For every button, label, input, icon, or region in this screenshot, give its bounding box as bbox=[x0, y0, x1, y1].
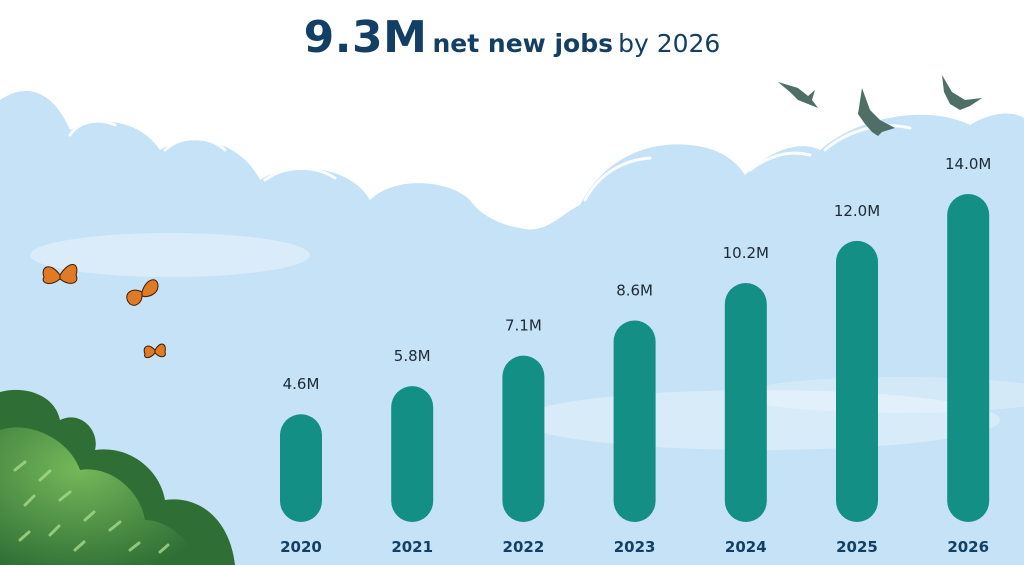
value-label-2025: 12.0M bbox=[834, 202, 880, 220]
category-label-2022: 2022 bbox=[503, 538, 545, 556]
value-label-2020: 4.6M bbox=[283, 375, 320, 393]
butterflies bbox=[42, 264, 166, 359]
chart-title: 9.3M net new jobs by 2026 bbox=[0, 12, 1024, 63]
value-label-2021: 5.8M bbox=[394, 347, 431, 365]
value-label-2024: 10.2M bbox=[723, 244, 769, 262]
value-label-2023: 8.6M bbox=[616, 282, 653, 300]
bird-icon bbox=[778, 82, 818, 108]
category-label-2021: 2021 bbox=[391, 538, 433, 556]
value-label-2022: 7.1M bbox=[505, 317, 542, 335]
category-label-2020: 2020 bbox=[280, 538, 322, 556]
bar-2024 bbox=[724, 283, 767, 522]
title-emphasis: net new jobs bbox=[432, 29, 613, 58]
butterfly-icon bbox=[126, 279, 159, 306]
birds bbox=[778, 75, 982, 136]
bar-2021 bbox=[391, 386, 434, 522]
value-label-2026: 14.0M bbox=[945, 155, 991, 173]
bar-2023 bbox=[613, 320, 656, 522]
butterfly-icon bbox=[143, 343, 166, 359]
category-label-2025: 2025 bbox=[836, 538, 878, 556]
bar-2025 bbox=[836, 240, 878, 522]
bird-icon bbox=[858, 88, 895, 136]
value-labels-layer: 4.6M 5.8M 7.1M 8.6M 10.2M 12.0M 14.0M bbox=[283, 155, 992, 393]
title-highlight: 9.3M bbox=[303, 12, 428, 63]
bar-2026 bbox=[947, 194, 990, 522]
bars-layer bbox=[280, 194, 990, 522]
butterfly-icon bbox=[42, 264, 78, 284]
category-label-2024: 2024 bbox=[725, 538, 767, 556]
foliage bbox=[0, 389, 235, 565]
bird-icon bbox=[942, 75, 982, 110]
bar-2020 bbox=[280, 414, 322, 522]
bar-2022 bbox=[502, 355, 545, 522]
category-labels-layer: 2020 2021 2022 2023 2024 2025 2026 bbox=[280, 538, 989, 556]
title-rest: by 2026 bbox=[618, 29, 721, 58]
category-label-2023: 2023 bbox=[614, 538, 656, 556]
category-label-2026: 2026 bbox=[947, 538, 989, 556]
